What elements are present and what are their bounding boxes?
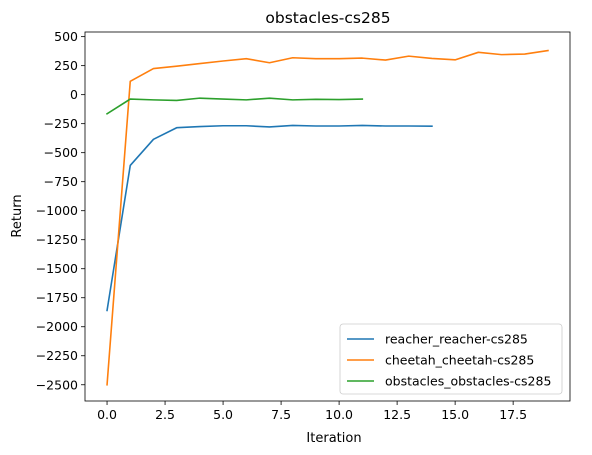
y-tick-label: 500 bbox=[54, 29, 78, 44]
y-tick-label: −1000 bbox=[36, 203, 78, 218]
y-tick-label: −1500 bbox=[36, 261, 78, 276]
legend-label: obstacles_obstacles-cs285 bbox=[385, 374, 551, 389]
y-tick-label: −1750 bbox=[36, 290, 78, 305]
series-line-obstacles_obstacles-cs285 bbox=[105, 97, 364, 115]
y-tick-label: 250 bbox=[54, 58, 78, 73]
series-layer bbox=[105, 49, 549, 386]
y-tick-label: 0 bbox=[70, 87, 78, 102]
plot-frame bbox=[84, 31, 571, 402]
legend-label: reacher_reacher-cs285 bbox=[385, 332, 528, 347]
x-axis-label: Iteration bbox=[306, 431, 361, 446]
x-tick-label: 5.0 bbox=[213, 407, 233, 422]
x-tick-label: 0.0 bbox=[97, 407, 117, 422]
y-axis: 500 250 0 −250 −500 −750 −1000 −1250 −1500 −1750 −… bbox=[36, 29, 85, 392]
y-tick-label: −750 bbox=[44, 174, 78, 189]
series-line-cheetah_cheetah-cs285 bbox=[106, 49, 549, 386]
y-axis-label: Return bbox=[10, 194, 25, 237]
y-tick-label: −2250 bbox=[36, 348, 78, 363]
x-tick-label: 7.5 bbox=[271, 407, 291, 422]
x-tick-label: 2.5 bbox=[155, 407, 175, 422]
y-tick-label: −500 bbox=[44, 145, 78, 160]
x-tick-label: 17.5 bbox=[499, 407, 527, 422]
x-tick-label: 12.5 bbox=[383, 407, 411, 422]
y-tick-label: −2000 bbox=[36, 319, 78, 334]
legend-label: cheetah_cheetah-cs285 bbox=[385, 353, 534, 368]
x-tick-label: 10.0 bbox=[325, 407, 353, 422]
legend-items: reacher_reacher-cs285 cheetah_cheetah-cs2… bbox=[347, 332, 551, 389]
chart-title: obstacles-cs285 bbox=[265, 9, 390, 27]
y-tick-label: −1250 bbox=[36, 232, 78, 247]
y-tick-label: −2500 bbox=[36, 377, 78, 392]
y-tick-label: −250 bbox=[44, 116, 78, 131]
series-line-reacher_reacher-cs285 bbox=[106, 124, 433, 312]
x-tick-label: 15.0 bbox=[441, 407, 469, 422]
x-axis: 0.0 2.5 5.0 7.5 10.0 12.5 15.0 17.5 bbox=[97, 401, 527, 422]
legend: reacher_reacher-cs285 cheetah_cheetah-cs2… bbox=[339, 323, 563, 395]
legend-box bbox=[339, 323, 563, 395]
